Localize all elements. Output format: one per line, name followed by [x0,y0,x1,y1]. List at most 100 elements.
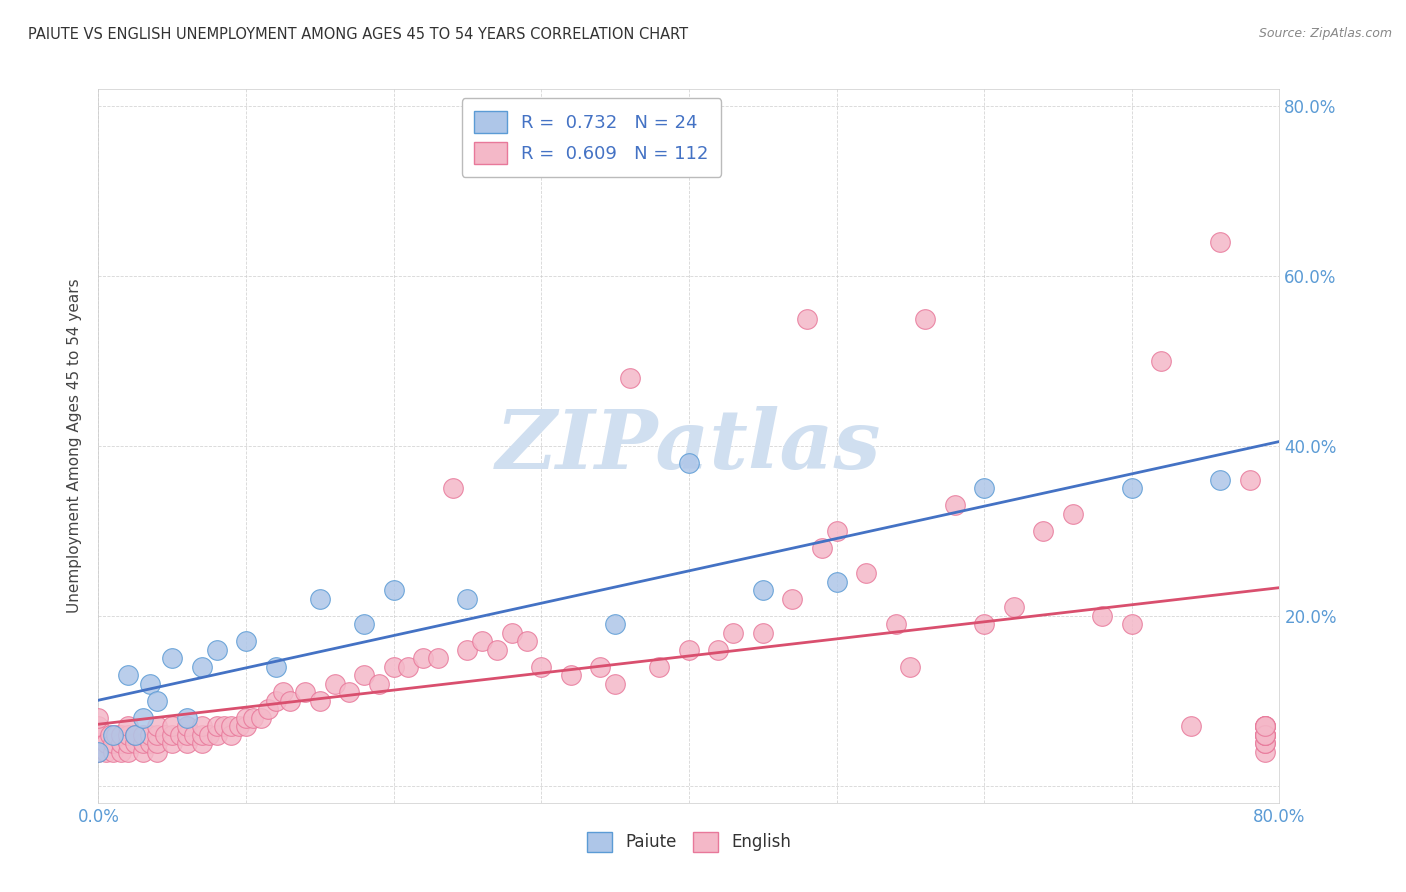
Point [678,456,700,470]
Point [250,711,273,725]
Point [183,728,205,742]
Point [110,728,132,742]
Point [973,617,995,632]
Point [1254,728,1277,742]
Point [309,591,332,606]
Point [105,728,128,742]
Point [323,677,346,691]
Point [221,728,243,742]
Point [723,626,745,640]
Point [264,660,287,674]
Point [560,668,582,682]
Point [162,651,183,665]
Point [1209,235,1232,249]
Point [132,728,155,742]
Point [825,524,848,538]
Point [782,591,804,606]
Point [382,660,405,674]
Point [884,617,907,632]
Point [117,719,139,733]
Point [191,719,214,733]
Point [198,728,221,742]
Point [1254,719,1277,733]
Point [605,677,627,691]
Point [271,685,294,699]
Point [382,583,405,598]
Point [87,745,110,759]
Point [855,566,877,581]
Point [471,634,494,648]
Point [103,728,125,742]
Point [87,719,110,733]
Point [1032,524,1054,538]
Point [501,626,523,640]
Point [973,482,995,496]
Point [1254,745,1277,759]
Point [124,728,146,742]
Point [619,371,641,385]
Point [1121,482,1143,496]
Point [103,736,125,750]
Point [1239,473,1261,487]
Point [205,719,228,733]
Point [678,643,700,657]
Point [1254,728,1277,742]
Point [176,711,198,725]
Point [162,736,183,750]
Point [87,728,110,742]
Point [1209,473,1232,487]
Point [94,745,117,759]
Point [1180,719,1202,733]
Point [124,728,146,742]
Point [146,694,169,708]
Point [146,736,169,750]
Point [309,694,332,708]
Point [825,574,848,589]
Legend: Paiute, English: Paiute, English [581,825,797,859]
Point [1091,608,1114,623]
Point [457,591,479,606]
Point [117,745,139,759]
Point [796,311,818,326]
Point [457,643,479,657]
Point [398,660,420,674]
Point [707,643,730,657]
Point [752,583,775,598]
Y-axis label: Unemployment Among Ages 45 to 54 years: Unemployment Among Ages 45 to 54 years [67,278,83,614]
Text: ZIPatlas: ZIPatlas [496,406,882,486]
Point [110,745,132,759]
Point [353,668,375,682]
Point [146,745,169,759]
Point [117,736,139,750]
Point [1254,719,1277,733]
Point [1254,736,1277,750]
Point [124,736,146,750]
Point [153,728,176,742]
Point [87,711,110,725]
Point [339,685,361,699]
Point [1254,736,1277,750]
Point [516,634,538,648]
Point [589,660,612,674]
Point [810,541,832,555]
Point [221,719,243,733]
Text: PAIUTE VS ENGLISH UNEMPLOYMENT AMONG AGES 45 TO 54 YEARS CORRELATION CHART: PAIUTE VS ENGLISH UNEMPLOYMENT AMONG AGE… [28,27,689,42]
Point [139,728,162,742]
Point [242,711,264,725]
Point [191,736,214,750]
Point [1002,600,1025,615]
Point [353,617,375,632]
Point [176,719,198,733]
Point [110,736,132,750]
Point [943,499,966,513]
Point [139,736,162,750]
Point [212,719,235,733]
Point [1254,719,1277,733]
Point [176,736,198,750]
Point [132,711,155,725]
Point [162,728,183,742]
Point [441,482,464,496]
Point [1150,354,1173,368]
Point [412,651,434,665]
Point [294,685,316,699]
